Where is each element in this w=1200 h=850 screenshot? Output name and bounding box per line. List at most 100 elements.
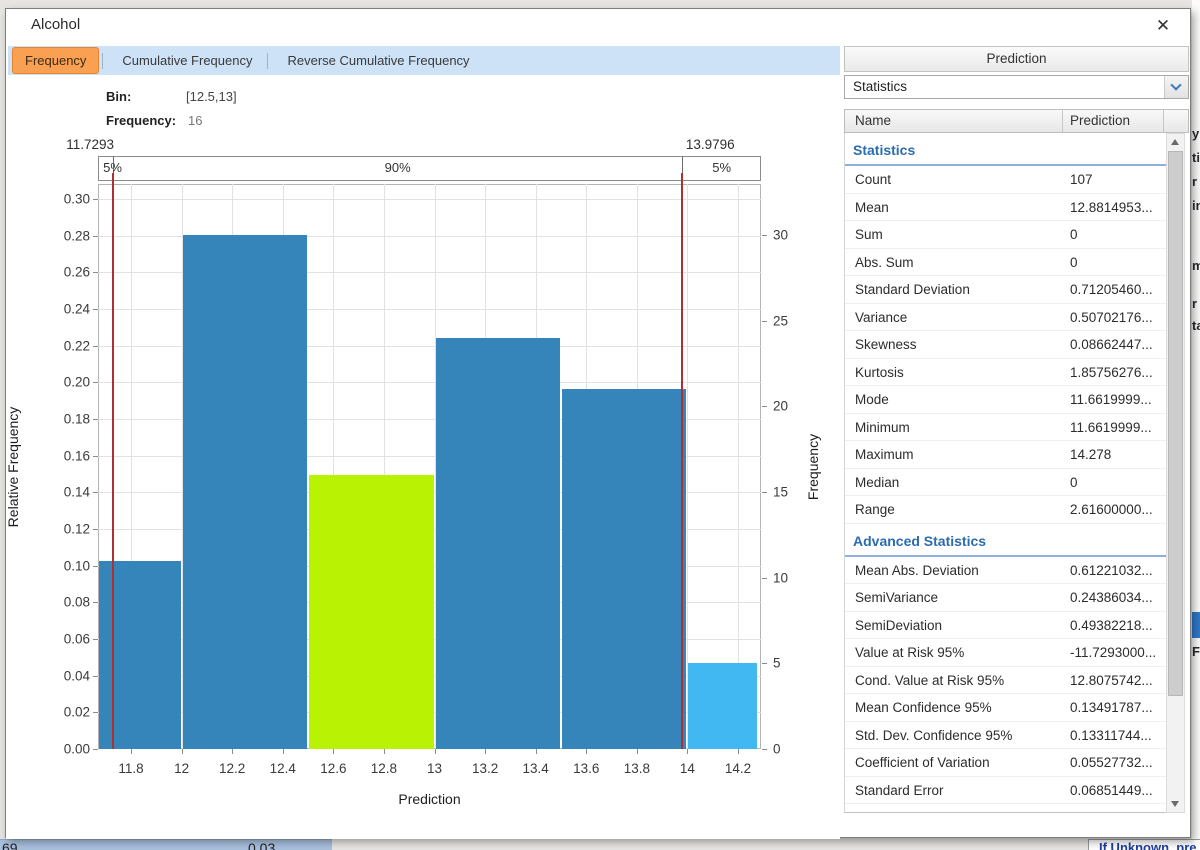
histogram-bar-2[interactable] [183, 235, 307, 749]
x-axis-tick [283, 749, 284, 754]
x-axis-tick [637, 749, 638, 754]
table-row[interactable]: Standard Deviation0.71205460... [845, 276, 1166, 304]
stat-name: Coefficient of Variation [855, 755, 990, 770]
y-axis-tick [93, 602, 98, 603]
background-text-fragment: ta [1192, 318, 1200, 333]
table-row[interactable]: Maximum14.278 [845, 441, 1166, 469]
table-row[interactable]: Value at Risk 95%-11.7293000... [845, 639, 1166, 667]
column-divider [1163, 110, 1164, 132]
band-right-label: 5% [712, 160, 731, 175]
y-tick-label: 0.16 [46, 448, 90, 463]
chevron-down-icon [1170, 79, 1181, 90]
stat-value: 0.61221032... [1070, 563, 1153, 578]
tab-bar: Frequency Cumulative Frequency Reverse Cum… [8, 46, 840, 75]
table-row[interactable]: Minimum11.6619999... [845, 414, 1166, 442]
table-row[interactable]: Abs. Sum 0 [845, 249, 1166, 277]
histogram-bar-4[interactable] [436, 338, 560, 749]
x-axis-tick [687, 749, 688, 754]
background-text-fragment: y [1192, 126, 1199, 141]
background-app-right-strip: ytirinmrtaF [1192, 0, 1200, 850]
stat-value: 0 [1070, 255, 1078, 270]
percentile-slider[interactable] [98, 156, 761, 181]
x-axis-tick [738, 749, 739, 754]
histogram-bar-5[interactable] [562, 389, 686, 749]
x-tick-label: 13.2 [472, 761, 498, 776]
tab-reverse-cumulative-frequency[interactable]: Reverse Cumulative Frequency [275, 48, 481, 73]
table-row[interactable]: Kurtosis1.85756276... [845, 359, 1166, 387]
stat-name: SemiDeviation [855, 618, 942, 633]
prediction-column-header[interactable]: Prediction [844, 46, 1189, 72]
background-text-fragment: r [1192, 296, 1197, 311]
frequency-label: Frequency: [106, 113, 176, 128]
table-row[interactable]: Count107 [845, 166, 1166, 194]
stat-value: 0 [1070, 475, 1078, 490]
y-axis-tick [93, 712, 98, 713]
column-header-name[interactable]: Name [855, 113, 891, 128]
x-tick-label: 12.6 [320, 761, 346, 776]
y-axis-tick [93, 382, 98, 383]
y-tick-label: 0.18 [46, 412, 90, 427]
x-axis-tick [131, 749, 132, 754]
background-selected-cell [1192, 612, 1200, 638]
close-icon[interactable]: ✕ [1150, 13, 1176, 39]
frequency-tick-label: 0 [773, 742, 781, 757]
table-row[interactable]: Median0 [845, 469, 1166, 497]
y-axis-tick [93, 749, 98, 750]
column-divider [1062, 110, 1063, 132]
table-row[interactable]: Skewness0.08662447... [845, 331, 1166, 359]
histogram-chart: Bin:[12.5,13]Frequency:1611.729313.97965… [6, 75, 840, 839]
x-tick-label: 13 [427, 761, 442, 776]
screen: ytirinmrtaF 69 0.03 If Unknown, pre Alco… [0, 0, 1200, 850]
scrollbar-thumb[interactable] [1168, 151, 1183, 696]
table-row[interactable]: Cond. Value at Risk 95%12.8075742... [845, 667, 1166, 695]
stat-name: Abs. Sum [855, 255, 914, 270]
y-tick-label: 0.14 [46, 485, 90, 500]
background-text-fragment: ti [1192, 150, 1200, 165]
tab-frequency[interactable]: Frequency [12, 47, 99, 74]
tab-cumulative-frequency[interactable]: Cumulative Frequency [110, 48, 264, 73]
y-tick-label: 0.08 [46, 595, 90, 610]
table-row[interactable]: SemiVariance0.24386034... [845, 584, 1166, 612]
y-tick-label: 0.00 [46, 742, 90, 757]
dropdown-button[interactable] [1164, 76, 1188, 98]
stat-name: Maximum [855, 447, 914, 462]
y-axis-tick [93, 236, 98, 237]
band-mid-label: 90% [385, 160, 411, 175]
table-row[interactable]: Mean Confidence 95%0.13491787... [845, 694, 1166, 722]
background-app-bottom-strip: 69 0.03 If Unknown, pre [0, 839, 1200, 850]
y-axis-title-right: Frequency [805, 427, 821, 507]
section-title: Statistics [853, 142, 915, 158]
section-header: Advanced Statistics [845, 524, 1166, 557]
table-row[interactable]: Std. Dev. Confidence 95%0.13311744... [845, 722, 1166, 750]
table-scrollbar[interactable] [1166, 133, 1185, 813]
table-row[interactable]: Standard Error0.06851449... [845, 777, 1166, 805]
y-tick-label: 0.06 [46, 632, 90, 647]
y-axis-tick [93, 272, 98, 273]
x-axis-tick [182, 749, 183, 754]
y-axis-tick [93, 492, 98, 493]
y-tick-label: 0.22 [46, 338, 90, 353]
statistics-dropdown[interactable]: Statistics [844, 75, 1189, 99]
table-row[interactable]: Range2.61600000... [845, 496, 1166, 524]
scroll-up-arrow-icon[interactable] [1167, 134, 1184, 150]
table-row[interactable]: Mean12.8814953... [845, 194, 1166, 222]
x-axis-tick [384, 749, 385, 754]
histogram-bar-6[interactable] [688, 663, 756, 749]
stat-value: 11.6619999... [1070, 420, 1152, 435]
column-header-prediction[interactable]: Prediction [1070, 113, 1130, 128]
table-row[interactable]: Mean Abs. Deviation0.61221032... [845, 557, 1166, 585]
table-row[interactable]: Coefficient of Variation0.05527732... [845, 749, 1166, 777]
table-row[interactable]: Sum0 [845, 221, 1166, 249]
x-axis-tick [333, 749, 334, 754]
x-tick-label: 12.2 [219, 761, 245, 776]
y-axis-tick [93, 199, 98, 200]
y-tick-label: 0.02 [46, 705, 90, 720]
scroll-down-arrow-icon[interactable] [1167, 796, 1184, 812]
table-row[interactable]: Variance0.50702176... [845, 304, 1166, 332]
y-tick-label: 0.24 [46, 302, 90, 317]
table-row[interactable]: Mode11.6619999... [845, 386, 1166, 414]
table-row[interactable]: SemiDeviation0.49382218... [845, 612, 1166, 640]
percentile-right-value: 13.9796 [686, 137, 735, 152]
histogram-bar-3[interactable] [309, 475, 433, 749]
frequency-tick-label: 10 [773, 570, 788, 585]
